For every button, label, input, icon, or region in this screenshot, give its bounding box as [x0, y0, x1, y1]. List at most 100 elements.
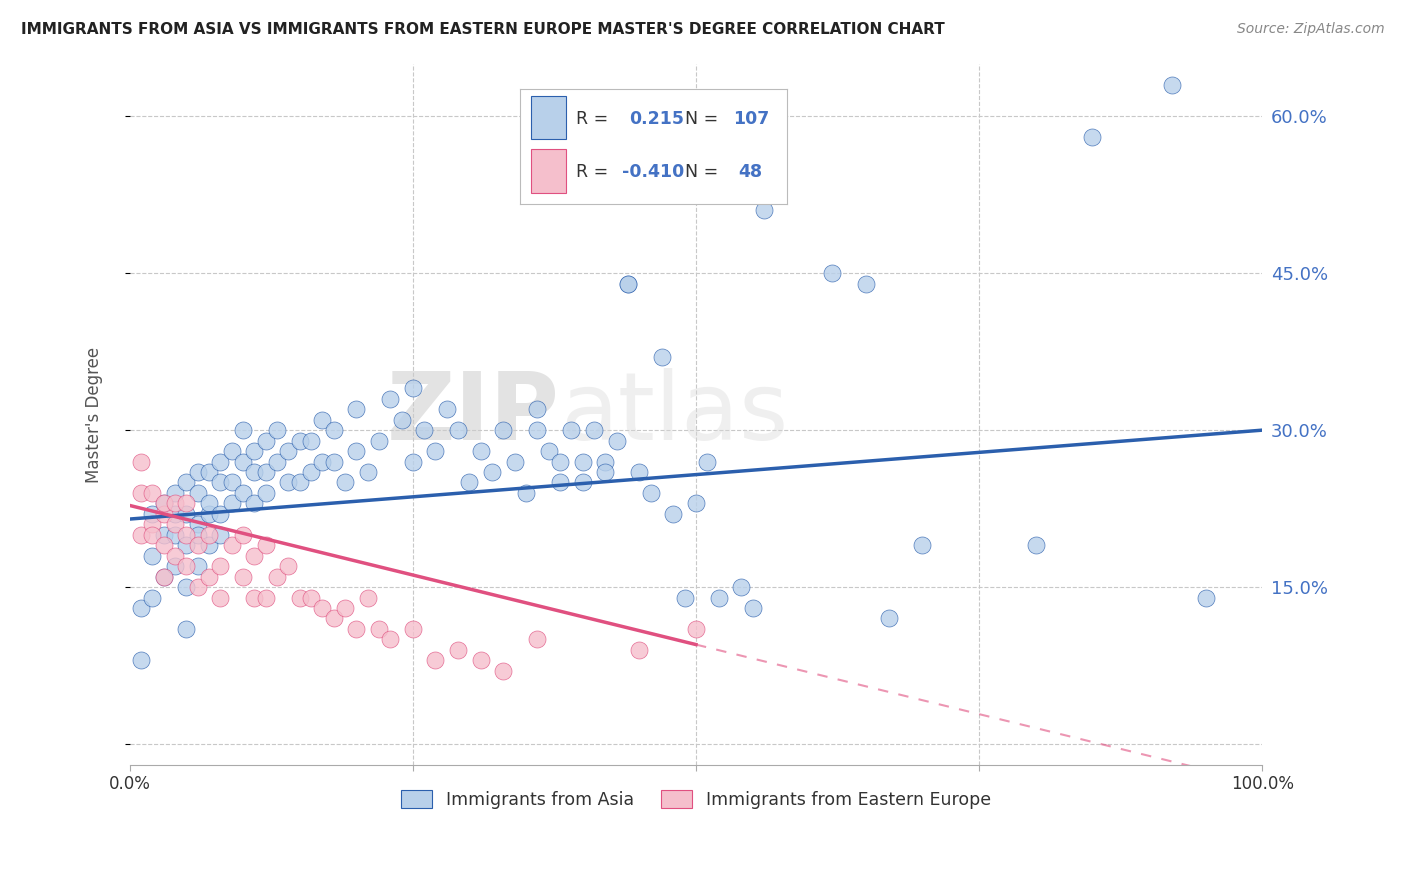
Point — [617, 277, 640, 291]
Point — [651, 350, 673, 364]
Point — [855, 277, 877, 291]
Point — [266, 423, 288, 437]
Point — [243, 465, 266, 479]
Point — [526, 423, 548, 437]
Point — [877, 611, 900, 625]
Point — [187, 559, 209, 574]
Point — [266, 569, 288, 583]
Point — [526, 402, 548, 417]
Point — [911, 538, 934, 552]
Point — [470, 653, 492, 667]
Point — [380, 392, 402, 406]
Point — [402, 454, 425, 468]
Point — [391, 413, 413, 427]
Point — [662, 507, 685, 521]
Point — [129, 486, 152, 500]
Point — [209, 475, 232, 490]
Point — [176, 527, 198, 541]
Point — [209, 454, 232, 468]
Point — [163, 527, 186, 541]
Point — [333, 601, 356, 615]
Point — [198, 496, 221, 510]
Point — [176, 580, 198, 594]
Point — [628, 642, 651, 657]
Text: IMMIGRANTS FROM ASIA VS IMMIGRANTS FROM EASTERN EUROPE MASTER'S DEGREE CORRELATI: IMMIGRANTS FROM ASIA VS IMMIGRANTS FROM … — [21, 22, 945, 37]
Text: Source: ZipAtlas.com: Source: ZipAtlas.com — [1237, 22, 1385, 37]
Point — [141, 517, 163, 532]
Point — [254, 591, 277, 605]
Point — [198, 527, 221, 541]
Point — [141, 486, 163, 500]
Point — [187, 465, 209, 479]
Point — [458, 475, 481, 490]
Text: atlas: atlas — [560, 368, 789, 460]
Point — [152, 496, 174, 510]
Point — [322, 454, 344, 468]
Point — [163, 559, 186, 574]
Point — [152, 538, 174, 552]
Point — [617, 277, 640, 291]
Point — [548, 454, 571, 468]
Point — [515, 486, 537, 500]
Point — [232, 423, 254, 437]
Point — [288, 434, 311, 448]
Point — [152, 569, 174, 583]
Point — [288, 475, 311, 490]
Point — [470, 444, 492, 458]
Point — [243, 549, 266, 563]
Point — [277, 444, 299, 458]
Point — [176, 538, 198, 552]
Point — [436, 402, 458, 417]
Point — [595, 465, 617, 479]
Point — [254, 434, 277, 448]
Point — [481, 465, 503, 479]
Point — [673, 591, 696, 605]
Point — [198, 465, 221, 479]
Point — [232, 486, 254, 500]
Point — [198, 507, 221, 521]
Text: ZIP: ZIP — [387, 368, 560, 460]
Point — [266, 454, 288, 468]
Point — [221, 538, 243, 552]
Point — [492, 664, 515, 678]
Point — [152, 507, 174, 521]
Point — [537, 444, 560, 458]
Point — [380, 632, 402, 647]
Point — [425, 444, 447, 458]
Point — [548, 475, 571, 490]
Point — [571, 475, 593, 490]
Point — [152, 527, 174, 541]
Point — [221, 475, 243, 490]
Point — [367, 622, 389, 636]
Point — [333, 475, 356, 490]
Point — [187, 580, 209, 594]
Point — [288, 591, 311, 605]
Point — [685, 622, 707, 636]
Point — [141, 591, 163, 605]
Point — [129, 454, 152, 468]
Point — [163, 549, 186, 563]
Point — [221, 496, 243, 510]
Point — [163, 496, 186, 510]
Point — [1160, 78, 1182, 92]
Point — [254, 538, 277, 552]
Point — [221, 444, 243, 458]
Point — [503, 454, 526, 468]
Point — [595, 454, 617, 468]
Point — [526, 632, 548, 647]
Point — [299, 465, 322, 479]
Point — [628, 465, 651, 479]
Point — [752, 203, 775, 218]
Point — [176, 507, 198, 521]
Point — [583, 423, 606, 437]
Point — [176, 622, 198, 636]
Point — [209, 507, 232, 521]
Point — [209, 591, 232, 605]
Point — [1025, 538, 1047, 552]
Point — [367, 434, 389, 448]
Point — [311, 413, 333, 427]
Point — [232, 527, 254, 541]
Point — [344, 444, 367, 458]
Point — [299, 434, 322, 448]
Point — [425, 653, 447, 667]
